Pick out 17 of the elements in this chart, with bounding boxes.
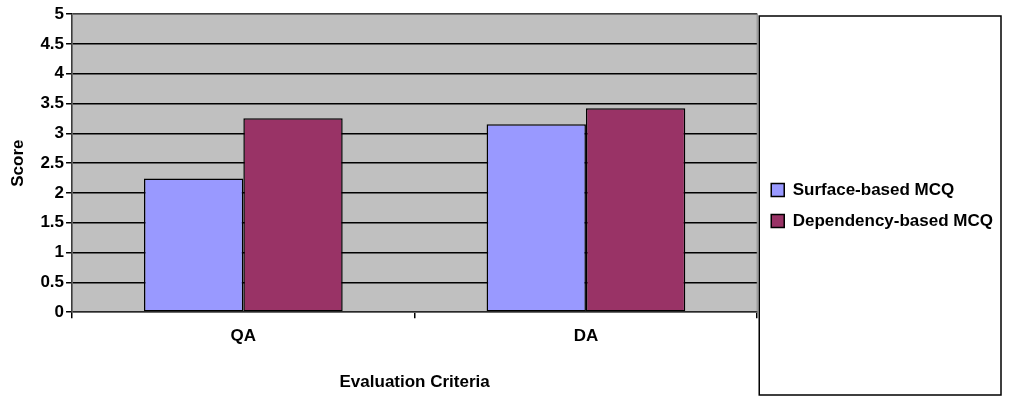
- y-tick-label: 4.5: [40, 33, 65, 53]
- legend-label: Dependency-based MCQ: [792, 210, 993, 230]
- y-tick-label: 2.5: [40, 152, 65, 172]
- y-tick-label: 1.5: [40, 212, 65, 232]
- y-tick-label: 5: [54, 3, 65, 23]
- x-tick-label: QA: [230, 326, 257, 346]
- legend-label: Surface-based MCQ: [792, 179, 955, 199]
- y-tick-label: 4: [54, 63, 65, 83]
- x-tick-label: DA: [573, 326, 599, 346]
- y-tick-label: 1: [54, 242, 65, 262]
- x-axis-title: Evaluation Criteria: [339, 372, 491, 392]
- y-tick-label: 3: [54, 122, 65, 142]
- y-axis-title: Score: [7, 139, 27, 187]
- y-tick-label: 3.5: [40, 93, 65, 113]
- y-tick-label: 2: [54, 182, 65, 202]
- y-tick-label: 0: [54, 301, 65, 321]
- y-tick-label: 0.5: [40, 272, 65, 292]
